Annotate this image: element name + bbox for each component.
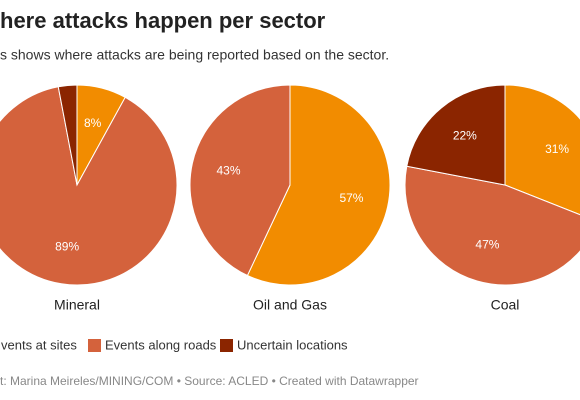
pie-slice [189, 84, 291, 277]
value-label: 22% [453, 129, 477, 143]
pie-title: Coal [491, 297, 520, 313]
legend-label: Events along roads [105, 337, 217, 352]
pie-title: Oil and Gas [253, 297, 327, 313]
value-label: 47% [475, 238, 499, 252]
legend-label: vents at sites [1, 337, 77, 352]
pie-slice [504, 84, 580, 216]
footer: t: Marina Meireles/MINING/COM • Source: … [0, 374, 419, 388]
pie-slice [246, 84, 391, 286]
legend-swatch [88, 339, 101, 352]
value-label: 43% [217, 163, 241, 177]
value-label: 57% [339, 191, 363, 205]
pie-title: Mineral [54, 297, 100, 313]
pie-slice [57, 84, 78, 186]
pie-slice [406, 84, 506, 186]
pie-slice [0, 86, 178, 286]
legend-swatch [220, 339, 233, 352]
value-label: 8% [84, 116, 102, 130]
legend-label: Uncertain locations [237, 337, 348, 352]
pie-slice [404, 165, 580, 286]
value-label: 31% [545, 142, 569, 156]
subtitle: s shows where attacks are being reported… [0, 47, 389, 63]
title: here attacks happen per sector [0, 8, 326, 33]
value-label: 89% [55, 239, 79, 253]
